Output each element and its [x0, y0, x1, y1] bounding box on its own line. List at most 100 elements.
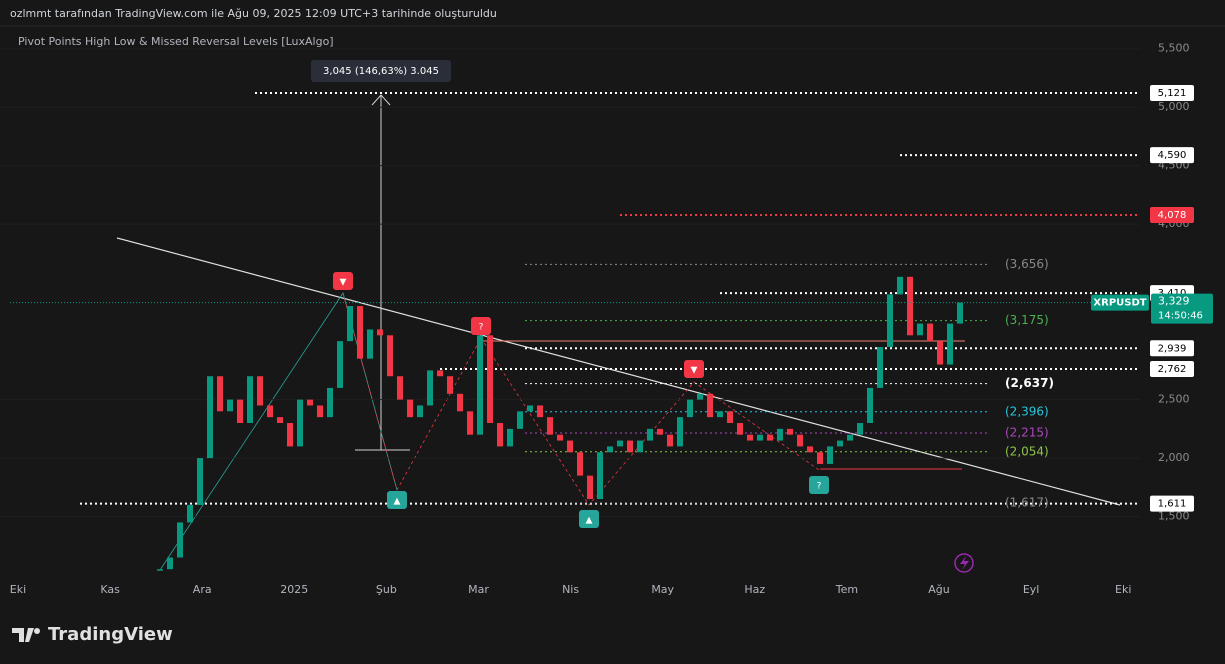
- candle: [377, 329, 383, 336]
- candle: [417, 405, 423, 418]
- level-box: [1150, 207, 1194, 224]
- candle: [687, 399, 693, 418]
- zigzag: [342, 292, 820, 506]
- candle: [267, 405, 273, 418]
- measure-box: [311, 60, 451, 82]
- candle: [237, 399, 243, 424]
- y-tick-label: 5,000: [1158, 100, 1190, 113]
- candle: [387, 335, 393, 377]
- measure-arrow: [371, 94, 391, 106]
- candle: [627, 440, 633, 453]
- candle: [777, 428, 783, 441]
- candle: [587, 475, 593, 500]
- missed-level-label: (2,215): [1005, 425, 1049, 439]
- pivot-marker: ▲: [387, 491, 407, 509]
- level-label: 4,078: [1158, 210, 1187, 221]
- x-tick-label: Nis: [562, 583, 579, 596]
- x-tick-label: 2025: [280, 583, 308, 596]
- candle: [667, 434, 673, 447]
- candle: [857, 423, 863, 435]
- candle: [757, 434, 763, 441]
- pivot-marker-box: [333, 272, 353, 290]
- candle: [847, 434, 853, 441]
- flash-icon[interactable]: [954, 553, 974, 573]
- countdown-label: 14:50:46: [1158, 311, 1203, 322]
- candle: [437, 370, 443, 377]
- candle: [197, 458, 203, 505]
- candle: [557, 434, 563, 441]
- level-box: [1150, 360, 1194, 377]
- candle: [397, 376, 403, 400]
- level-box: [1150, 340, 1194, 357]
- candle: [407, 399, 413, 418]
- level-label: 4,590: [1158, 150, 1187, 161]
- missed-level-label: (3,175): [1005, 313, 1049, 327]
- y-tick-label: 2,500: [1158, 393, 1190, 406]
- candle: [707, 393, 713, 418]
- pivot-marker-box: [809, 476, 829, 494]
- pivot-marker-icon: ▼: [340, 278, 347, 288]
- pivot-marker: ▲: [579, 510, 599, 528]
- x-tick-label: Tem: [835, 583, 858, 596]
- candle: [177, 522, 183, 558]
- candle: [537, 405, 543, 418]
- symbol-label: XRPUSDT: [1093, 298, 1146, 309]
- level-box: [1150, 147, 1194, 164]
- last-price-label: 3,329: [1158, 295, 1190, 308]
- candle: [517, 411, 523, 429]
- candle: [527, 405, 533, 412]
- candle: [317, 405, 323, 418]
- x-tick-label: Ara: [193, 583, 212, 596]
- candle: [597, 452, 603, 500]
- y-tick-label: 2,000: [1158, 451, 1190, 464]
- logo: TradingView: [12, 624, 173, 645]
- candle: [947, 323, 953, 365]
- pivot-marker-box: [387, 491, 407, 509]
- pivot-marker: ▼: [684, 360, 704, 378]
- x-tick-label: Eki: [10, 583, 26, 596]
- candle: [427, 370, 433, 406]
- candle: [807, 446, 813, 453]
- candle: [937, 341, 943, 365]
- candle: [727, 411, 733, 424]
- candle: [297, 399, 303, 447]
- candle: [487, 335, 493, 424]
- pivot-marker-box: [684, 360, 704, 378]
- pivot-marker-icon: ?: [817, 482, 822, 492]
- pivot-marker: ▼: [333, 272, 353, 290]
- candle: [817, 452, 823, 464]
- candle: [247, 376, 253, 424]
- candle: [257, 376, 263, 406]
- candle: [917, 323, 923, 336]
- x-tick-label: Şub: [376, 583, 397, 596]
- missed-level-label: (2,396): [1005, 404, 1049, 418]
- candle: [927, 323, 933, 342]
- candle: [207, 376, 213, 459]
- candle: [607, 446, 613, 453]
- candle: [787, 428, 793, 435]
- x-tick-label: Mar: [468, 583, 489, 596]
- candle: [507, 428, 513, 447]
- candle: [457, 393, 463, 412]
- candle: [647, 428, 653, 441]
- candle: [837, 440, 843, 447]
- candle: [907, 276, 913, 336]
- candle: [227, 399, 233, 412]
- trend-line: [116, 237, 1121, 506]
- symbol-box: [1091, 294, 1149, 311]
- pivot-marker-icon: ?: [479, 323, 484, 333]
- candle: [577, 452, 583, 476]
- candle: [187, 504, 193, 523]
- candle: [957, 302, 963, 324]
- candle: [167, 557, 173, 570]
- indicator-name: Pivot Points High Low & Missed Reversal …: [18, 35, 334, 48]
- x-tick-label: Kas: [100, 583, 120, 596]
- candle: [877, 346, 883, 388]
- candle: [657, 428, 663, 435]
- logo-text: TradingView: [48, 624, 173, 645]
- candle: [717, 411, 723, 418]
- candle: [697, 393, 703, 400]
- candle: [477, 335, 483, 435]
- candle: [567, 440, 573, 453]
- missed-level-label: (1,617): [1005, 495, 1049, 509]
